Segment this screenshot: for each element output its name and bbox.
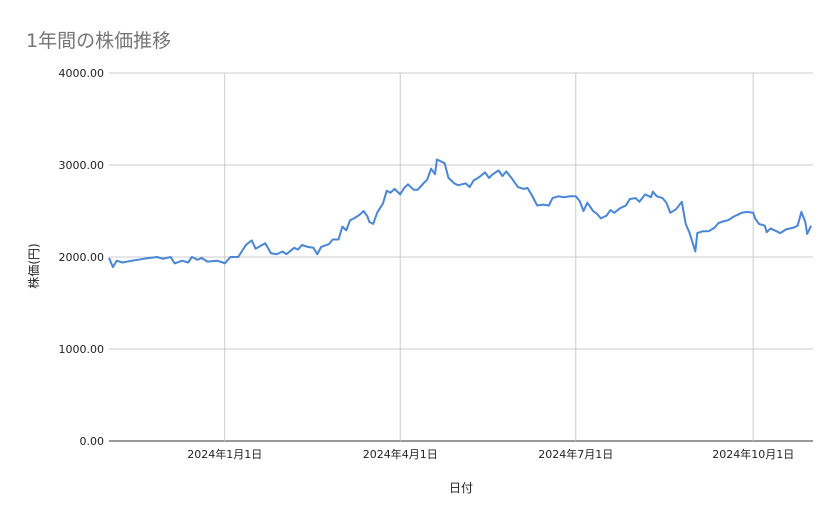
y-tick-label: 2000.00 bbox=[59, 251, 105, 264]
y-tick-label: 1000.00 bbox=[59, 343, 105, 356]
y-tick-label: 4000.00 bbox=[59, 67, 105, 80]
series-line bbox=[108, 158, 813, 269]
series-layer bbox=[108, 158, 813, 269]
x-tick-label: 2024年4月1日 bbox=[363, 447, 438, 461]
y-axis-title: 株価(円) bbox=[26, 243, 41, 288]
y-tick-label: 0.00 bbox=[80, 435, 105, 448]
chart-title: 1年間の株価推移 bbox=[26, 30, 172, 52]
grid-layer bbox=[109, 72, 813, 442]
axis-layer: 0.00 1000.00 2000.00 3000.00 4000.00 2024年1月1… bbox=[59, 67, 795, 461]
x-tick-label: 2024年1月1日 bbox=[187, 447, 262, 461]
x-axis-title: 日付 bbox=[449, 481, 473, 495]
y-tick-label: 3000.00 bbox=[59, 159, 105, 172]
x-tick-label: 2024年7月1日 bbox=[538, 447, 613, 461]
x-tick-label: 2024年10月1日 bbox=[712, 447, 794, 461]
